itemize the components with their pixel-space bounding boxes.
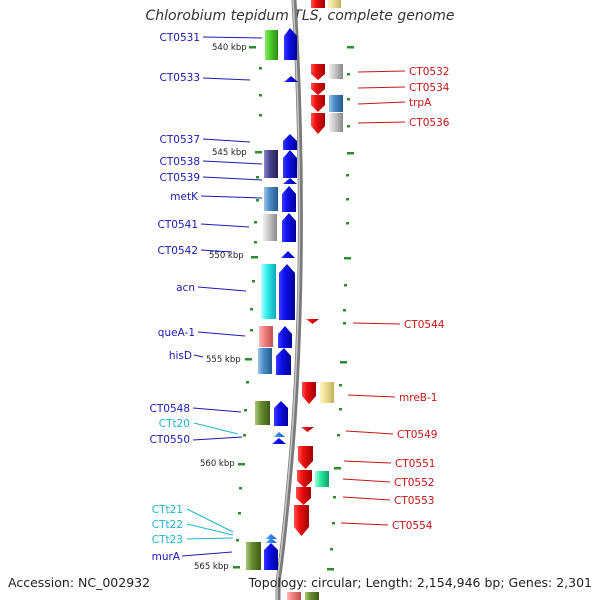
reverse-labels: CT0532 CT0534 trpA CT0536 CT0544 mreB-1 …: [392, 66, 450, 532]
label-ct0537[interactable]: CT0537: [160, 134, 200, 146]
label-ctt22[interactable]: CTt22: [152, 519, 183, 531]
label-ct0538[interactable]: CT0538: [160, 156, 200, 168]
cds-ct0544-arrow: [306, 319, 319, 324]
label-trpa[interactable]: trpA: [409, 97, 432, 109]
cds-ct0549-arrow: [301, 427, 314, 432]
cds-bottom-olive: [305, 592, 319, 600]
label-ct0539[interactable]: CT0539: [160, 172, 200, 184]
cds-metk-color: [264, 187, 278, 211]
label-ctt21[interactable]: CTt21: [152, 504, 183, 516]
cds-ct0531-arrow: [284, 28, 297, 60]
cds-mreb1-arrow: [302, 382, 316, 404]
cds-ct0533-arrow: [284, 76, 298, 82]
cds-acn-arrow: [279, 264, 295, 320]
scale-label-560: 560 kbp: [200, 459, 235, 469]
cds-ct0536-arrow: [311, 113, 325, 134]
scale-label-565: 565 kbp: [194, 562, 229, 572]
cds-ct0537-arrow: [283, 134, 297, 150]
cds-ct0538-arrow: [283, 150, 297, 178]
label-ct0551[interactable]: CT0551: [395, 458, 435, 470]
cds-top-red: [311, 0, 325, 8]
cds-quea1-arrow: [278, 326, 292, 348]
cds-ct0541-arrow: [282, 213, 296, 242]
cds-ct0552-color: [315, 471, 329, 487]
cds-ct0553-arrow: [296, 487, 311, 505]
cds-mura-arrow: [264, 543, 278, 570]
accession-text: Accession: NC_002932: [8, 575, 151, 590]
cds-ct0541-color: [263, 214, 277, 241]
label-ctt20[interactable]: CTt20: [159, 418, 190, 430]
cds-trpa-arrow: [311, 95, 325, 112]
label-ct0548[interactable]: CT0548: [150, 403, 190, 415]
cds-ct0554-arrow: [294, 505, 309, 536]
cds-ct0532-color: [329, 64, 343, 79]
scale-label-540: 540 kbp: [212, 43, 247, 53]
cds-hisd-color: [258, 348, 272, 374]
cds-ct0550-arrow: [272, 438, 286, 444]
label-ct0534[interactable]: CT0534: [409, 82, 450, 94]
cds-ct0548-arrow: [274, 401, 288, 426]
cds-ct0538-color: [264, 150, 278, 178]
rna-leader-lines: [186, 422, 239, 540]
cds-ct0551-arrow: [298, 446, 313, 469]
reverse-leader-lines: [340, 70, 406, 526]
trna-ctt20-arrow: [273, 432, 285, 437]
label-ct0549[interactable]: CT0549: [397, 429, 437, 441]
genome-summary-text: Topology: circular; Length: 2,154,946 bp…: [248, 575, 592, 590]
cds-quea1-color: [259, 326, 273, 347]
label-ct0536[interactable]: CT0536: [409, 117, 450, 129]
cds-ct0536-color: [329, 113, 343, 132]
forward-labels: CT0531 CT0533 CT0537 CT0538 CT0539 metK …: [150, 32, 200, 563]
cds-ct0552-arrow: [297, 470, 312, 488]
tick-marks: [233, 46, 354, 571]
cds-ct0548-color: [255, 401, 270, 425]
cds-ct0534-arrow: [311, 83, 325, 95]
label-ct0533[interactable]: CT0533: [160, 72, 200, 84]
label-ct0554[interactable]: CT0554: [392, 520, 433, 532]
trna-ctt22-arrow: [265, 538, 277, 543]
label-acn[interactable]: acn: [176, 282, 195, 294]
label-ct0532[interactable]: CT0532: [409, 66, 449, 78]
cds-metk-arrow: [282, 186, 296, 212]
cds-ct0542-arrow: [281, 251, 295, 258]
trna-ctt21-arrow: [265, 534, 277, 539]
cds-trpa-color: [329, 95, 343, 112]
cds-mreb1-color: [320, 382, 334, 403]
scale-label-550: 550 kbp: [209, 251, 244, 261]
label-mura[interactable]: murA: [152, 551, 181, 563]
genome-backbone-highlight: [276, 0, 301, 600]
label-hisd[interactable]: hisD: [169, 350, 192, 362]
map-title: Chlorobium tepidum TLS, complete genome: [145, 8, 455, 24]
label-ctt23[interactable]: CTt23: [152, 534, 183, 546]
label-metk[interactable]: metK: [170, 191, 199, 203]
cds-ct0539-arrow: [283, 178, 297, 184]
scale-label-545: 545 kbp: [212, 148, 247, 158]
label-quea1[interactable]: queA-1: [158, 327, 195, 339]
label-ct0544[interactable]: CT0544: [404, 319, 445, 331]
forward-leader-lines: [181, 36, 263, 557]
cds-top-khaki: [328, 0, 341, 8]
label-mreb1[interactable]: mreB-1: [399, 392, 437, 404]
cds-mura-color: [246, 542, 261, 570]
cds-ct0531-color: [265, 30, 278, 60]
scale-label-555: 555 kbp: [206, 355, 241, 365]
cds-ct0532-arrow: [311, 64, 325, 80]
label-ct0550[interactable]: CT0550: [150, 434, 190, 446]
cds-acn-color: [261, 264, 276, 319]
cds-hisd-arrow: [276, 348, 291, 375]
cds-bottom-pink: [287, 592, 301, 600]
label-ct0542[interactable]: CT0542: [158, 245, 198, 257]
label-ct0553[interactable]: CT0553: [394, 495, 434, 507]
label-ct0552[interactable]: CT0552: [394, 477, 434, 489]
label-ct0541[interactable]: CT0541: [158, 219, 198, 231]
label-ct0531[interactable]: CT0531: [160, 32, 200, 44]
genome-backbone: [275, 0, 303, 600]
